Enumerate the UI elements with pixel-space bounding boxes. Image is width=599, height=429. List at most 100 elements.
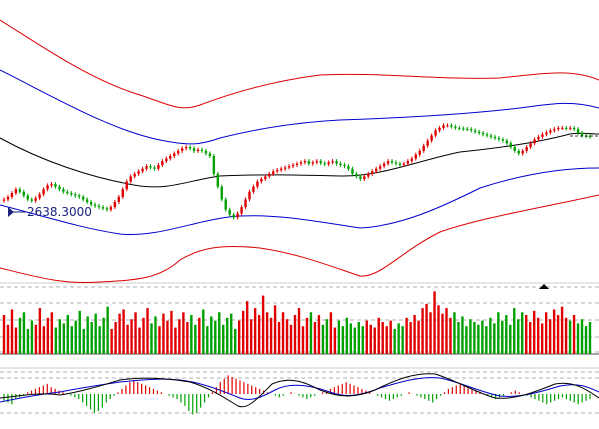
volume-bar [138,327,141,354]
volume-bar [588,322,592,354]
volume-bar [345,317,349,354]
candle [149,164,152,170]
candle [454,124,457,130]
volume-bar [241,310,245,354]
volume-bar [34,324,38,354]
candle [169,153,172,161]
volume-bar [50,312,54,354]
bollinger-outer-lower-line [0,194,599,284]
candle [54,182,57,189]
candle [517,148,520,156]
volume-bar [178,319,181,354]
volume-bar [405,317,408,354]
candle [212,153,216,176]
volume-bar [469,319,472,354]
candle [10,191,14,199]
volume-bar [509,324,512,354]
candle [216,171,220,189]
candle [549,128,552,135]
volume-bar [98,326,101,354]
volume-bar [373,327,376,354]
candle [339,161,342,167]
volume-bar [265,312,269,354]
volume-bar [62,323,65,354]
volume-bar [393,328,396,354]
bollinger-inner-upper-line [0,69,599,145]
volume-bar [289,324,293,354]
volume-bar [433,291,436,354]
volume-bar [186,322,189,354]
candle [42,187,45,197]
candle [509,141,513,150]
candle [493,134,497,141]
volume-bar [70,326,73,354]
volume-bar [130,319,133,354]
volume-bar [313,322,317,354]
cursor-marker-icon [539,284,549,289]
candle [50,182,53,188]
volume-bar [18,317,22,354]
volume-bar [6,324,10,354]
volume-bar [305,317,309,354]
volume-bar [226,317,229,354]
candle [501,137,505,143]
volume-bar [190,315,193,354]
volume-bar [182,312,185,354]
volume-bar [273,305,277,354]
candle [161,159,164,167]
candle [418,148,421,157]
volume-bar [425,303,428,354]
volume-bar [142,317,145,354]
candle [351,166,354,176]
candle [462,126,465,131]
volume-bar [106,306,109,354]
candle [276,168,279,174]
volume-bar [365,320,368,354]
volume-bar [166,320,169,354]
candle [473,128,477,134]
volume-bar [381,322,384,354]
candle [224,197,227,212]
volume-bar [38,308,42,354]
volume-bar [110,328,113,354]
candle [279,166,283,173]
candle [125,179,128,192]
volume-bar [162,313,165,354]
volume-bar [198,317,201,354]
candle [30,197,33,203]
candle [291,162,295,169]
volume-bar [544,312,548,354]
candle [93,202,97,208]
candle [228,207,231,217]
volume-bar [114,322,117,354]
candle [485,132,489,138]
candle [109,205,113,212]
candle [295,161,299,167]
candle [481,130,485,137]
volume-bar [532,310,536,354]
volume-bar [94,313,97,354]
volume-bar [30,320,34,354]
candle [576,127,580,136]
candle [386,159,390,166]
candle [394,160,398,166]
volume-bar [485,326,488,354]
candle [303,159,307,165]
candle [196,147,200,153]
bollinger-outer-upper-line [0,19,599,109]
candle [315,159,318,165]
candle [331,159,334,165]
volume-bar [341,326,345,354]
volume-bar [66,315,69,354]
candle [145,164,148,171]
candle [307,159,311,166]
macd-grid [0,371,599,414]
candle [157,162,160,171]
volume-bar [421,308,424,354]
candle [78,193,81,199]
volume-bar [369,324,372,354]
volume-bar [321,324,325,354]
candle [541,132,544,139]
volume-bar [437,305,440,354]
